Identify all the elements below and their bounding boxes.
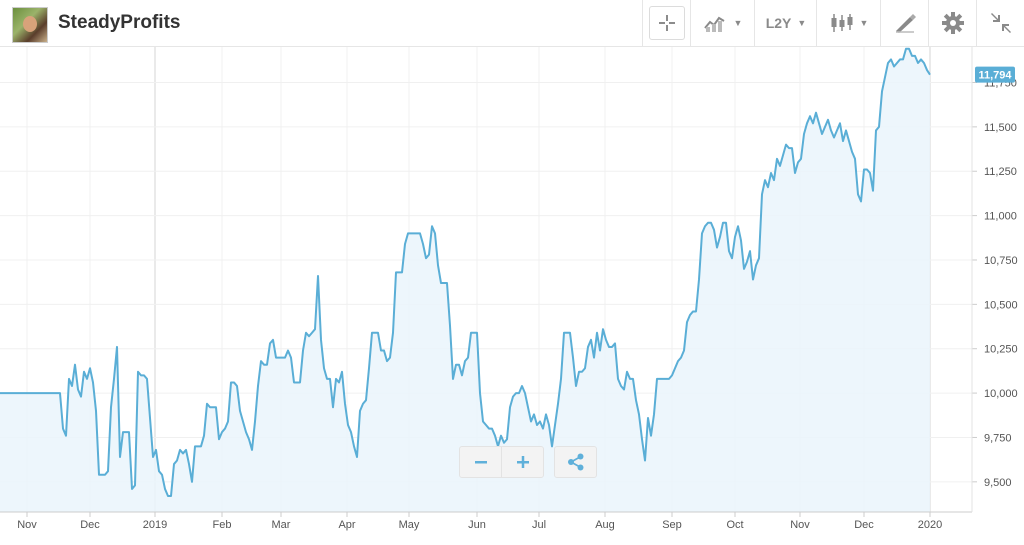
x-tick-label: Oct [726,519,743,531]
avatar-face [23,16,37,32]
draw-icon [896,14,916,33]
x-tick-label: Dec [854,519,874,531]
candlestick-icon [831,14,853,32]
compare-chart-icon [703,16,725,32]
y-tick-label: 10,250 [984,344,1018,356]
x-tick-label: Jul [532,519,546,531]
series-area-fill [0,48,930,513]
x-tick-label: 2019 [143,519,167,531]
chevron-down-icon: ▼ [733,18,743,28]
share-icon [567,453,583,471]
chevron-down-icon: ▼ [797,18,807,28]
x-tick-label: Sep [662,519,682,531]
x-tick-label: Aug [595,519,615,531]
crosshair-button[interactable] [642,0,691,46]
avatar[interactable] [12,7,48,43]
x-tick-label: Feb [213,519,232,531]
x-tick-label: 2020 [918,519,942,531]
x-tick-label: Nov [17,519,37,531]
collapse-icon [991,13,1011,33]
x-tick-label: Dec [80,519,100,531]
last-price-tag [975,66,1015,83]
zoom-controls [459,446,597,478]
share-button[interactable] [554,446,597,478]
zoom-out-button[interactable] [460,447,501,477]
period-label: L2Y [765,15,792,31]
chart-area[interactable]: Nov Dec 2019 Feb Mar Apr May Jun Jul Aug Sep Oct Nov… [0,47,1024,540]
series-line [0,47,931,498]
x-tick-label: Apr [338,519,355,531]
y-tick-label: 9,750 [984,432,1012,444]
crosshair-icon [649,6,685,40]
draw-button[interactable] [880,0,929,46]
zoom-in-button[interactable] [501,447,543,477]
y-tick-label: 9,500 [984,477,1012,489]
y-tick-label: 11,500 [984,122,1017,134]
period-selector[interactable]: L2Y ▼ [754,0,817,46]
y-tick-label: 11,250 [984,166,1017,178]
plus-icon [516,456,529,468]
x-tick-label: May [399,519,420,531]
minus-icon [474,461,487,464]
chevron-down-icon: ▼ [859,18,869,28]
price-chart[interactable]: Nov Dec 2019 Feb Mar Apr May Jun Jul Aug Sep Oct Nov… [0,47,1024,540]
zoom-group [459,446,544,478]
y-tick-label: 10,000 [984,388,1018,400]
compare-chart-button[interactable]: ▼ [690,0,755,46]
y-tick-label: 11,000 [984,211,1017,223]
chart-type-button[interactable]: ▼ [816,0,881,46]
x-tick-label: Mar [272,519,291,531]
settings-button[interactable] [928,0,977,46]
page-title: SteadyProfits [58,12,181,33]
x-tick-label: Jun [468,519,486,531]
collapse-button[interactable] [976,0,1024,46]
x-tick-label: Nov [790,519,810,531]
top-bar: SteadyProfits ▼ L2Y ▼ [0,0,1024,47]
y-tick-label: 10,750 [984,255,1018,267]
gear-icon [942,12,964,34]
last-price-label: 11,794 [978,70,1012,82]
y-tick-label: 10,500 [984,299,1018,311]
